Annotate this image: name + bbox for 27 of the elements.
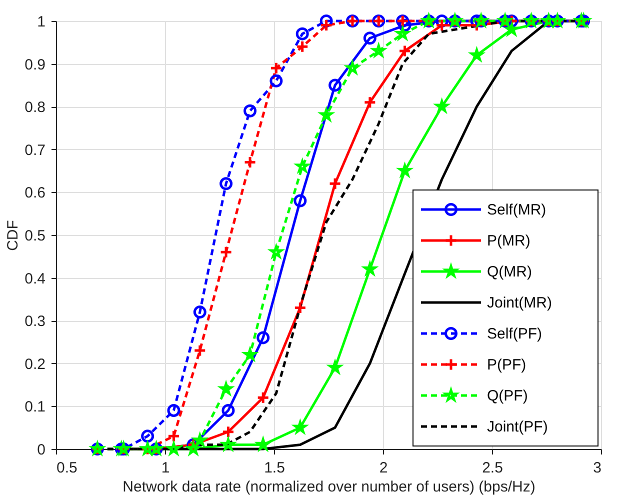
legend-label: P(PF)	[487, 356, 526, 374]
x-tick-label: 2.5	[482, 460, 503, 476]
y-tick-label: 0.1	[24, 398, 46, 416]
y-tick-label: 0.8	[24, 99, 46, 116]
legend-label: Q(MR)	[487, 264, 532, 280]
y-tick-label: 0.4	[24, 270, 46, 288]
y-axis-title: CDF	[4, 220, 22, 251]
legend-label: Self(PF)	[487, 326, 542, 342]
x-tick-label: 3	[593, 460, 602, 476]
legend-label: Joint(MR)	[487, 294, 552, 312]
legend-label: Joint(PF)	[487, 418, 548, 436]
y-tick-label: 0.6	[24, 184, 46, 202]
legend-label: P(MR)	[487, 232, 530, 250]
y-tick-label: 0.3	[24, 313, 46, 330]
y-tick-label: 0.9	[24, 56, 46, 74]
x-axis-title: Network data rate (normalized over number of users) (bps/Hz)	[122, 478, 536, 496]
x-tick-label: 1	[161, 460, 170, 476]
y-tick-label: 1	[37, 14, 46, 30]
y-tick-label: 0	[37, 442, 46, 458]
y-tick-label: 0.2	[24, 356, 46, 373]
legend-label: Q(PF)	[487, 388, 528, 404]
legend-label: Self(MR)	[487, 202, 546, 218]
x-tick-label: 2	[379, 460, 388, 476]
y-tick-label: 0.7	[24, 142, 46, 159]
x-tick-label: 0.5	[56, 460, 78, 476]
y-tick-label: 0.5	[24, 228, 46, 244]
x-tick-label: 1.5	[264, 460, 285, 476]
